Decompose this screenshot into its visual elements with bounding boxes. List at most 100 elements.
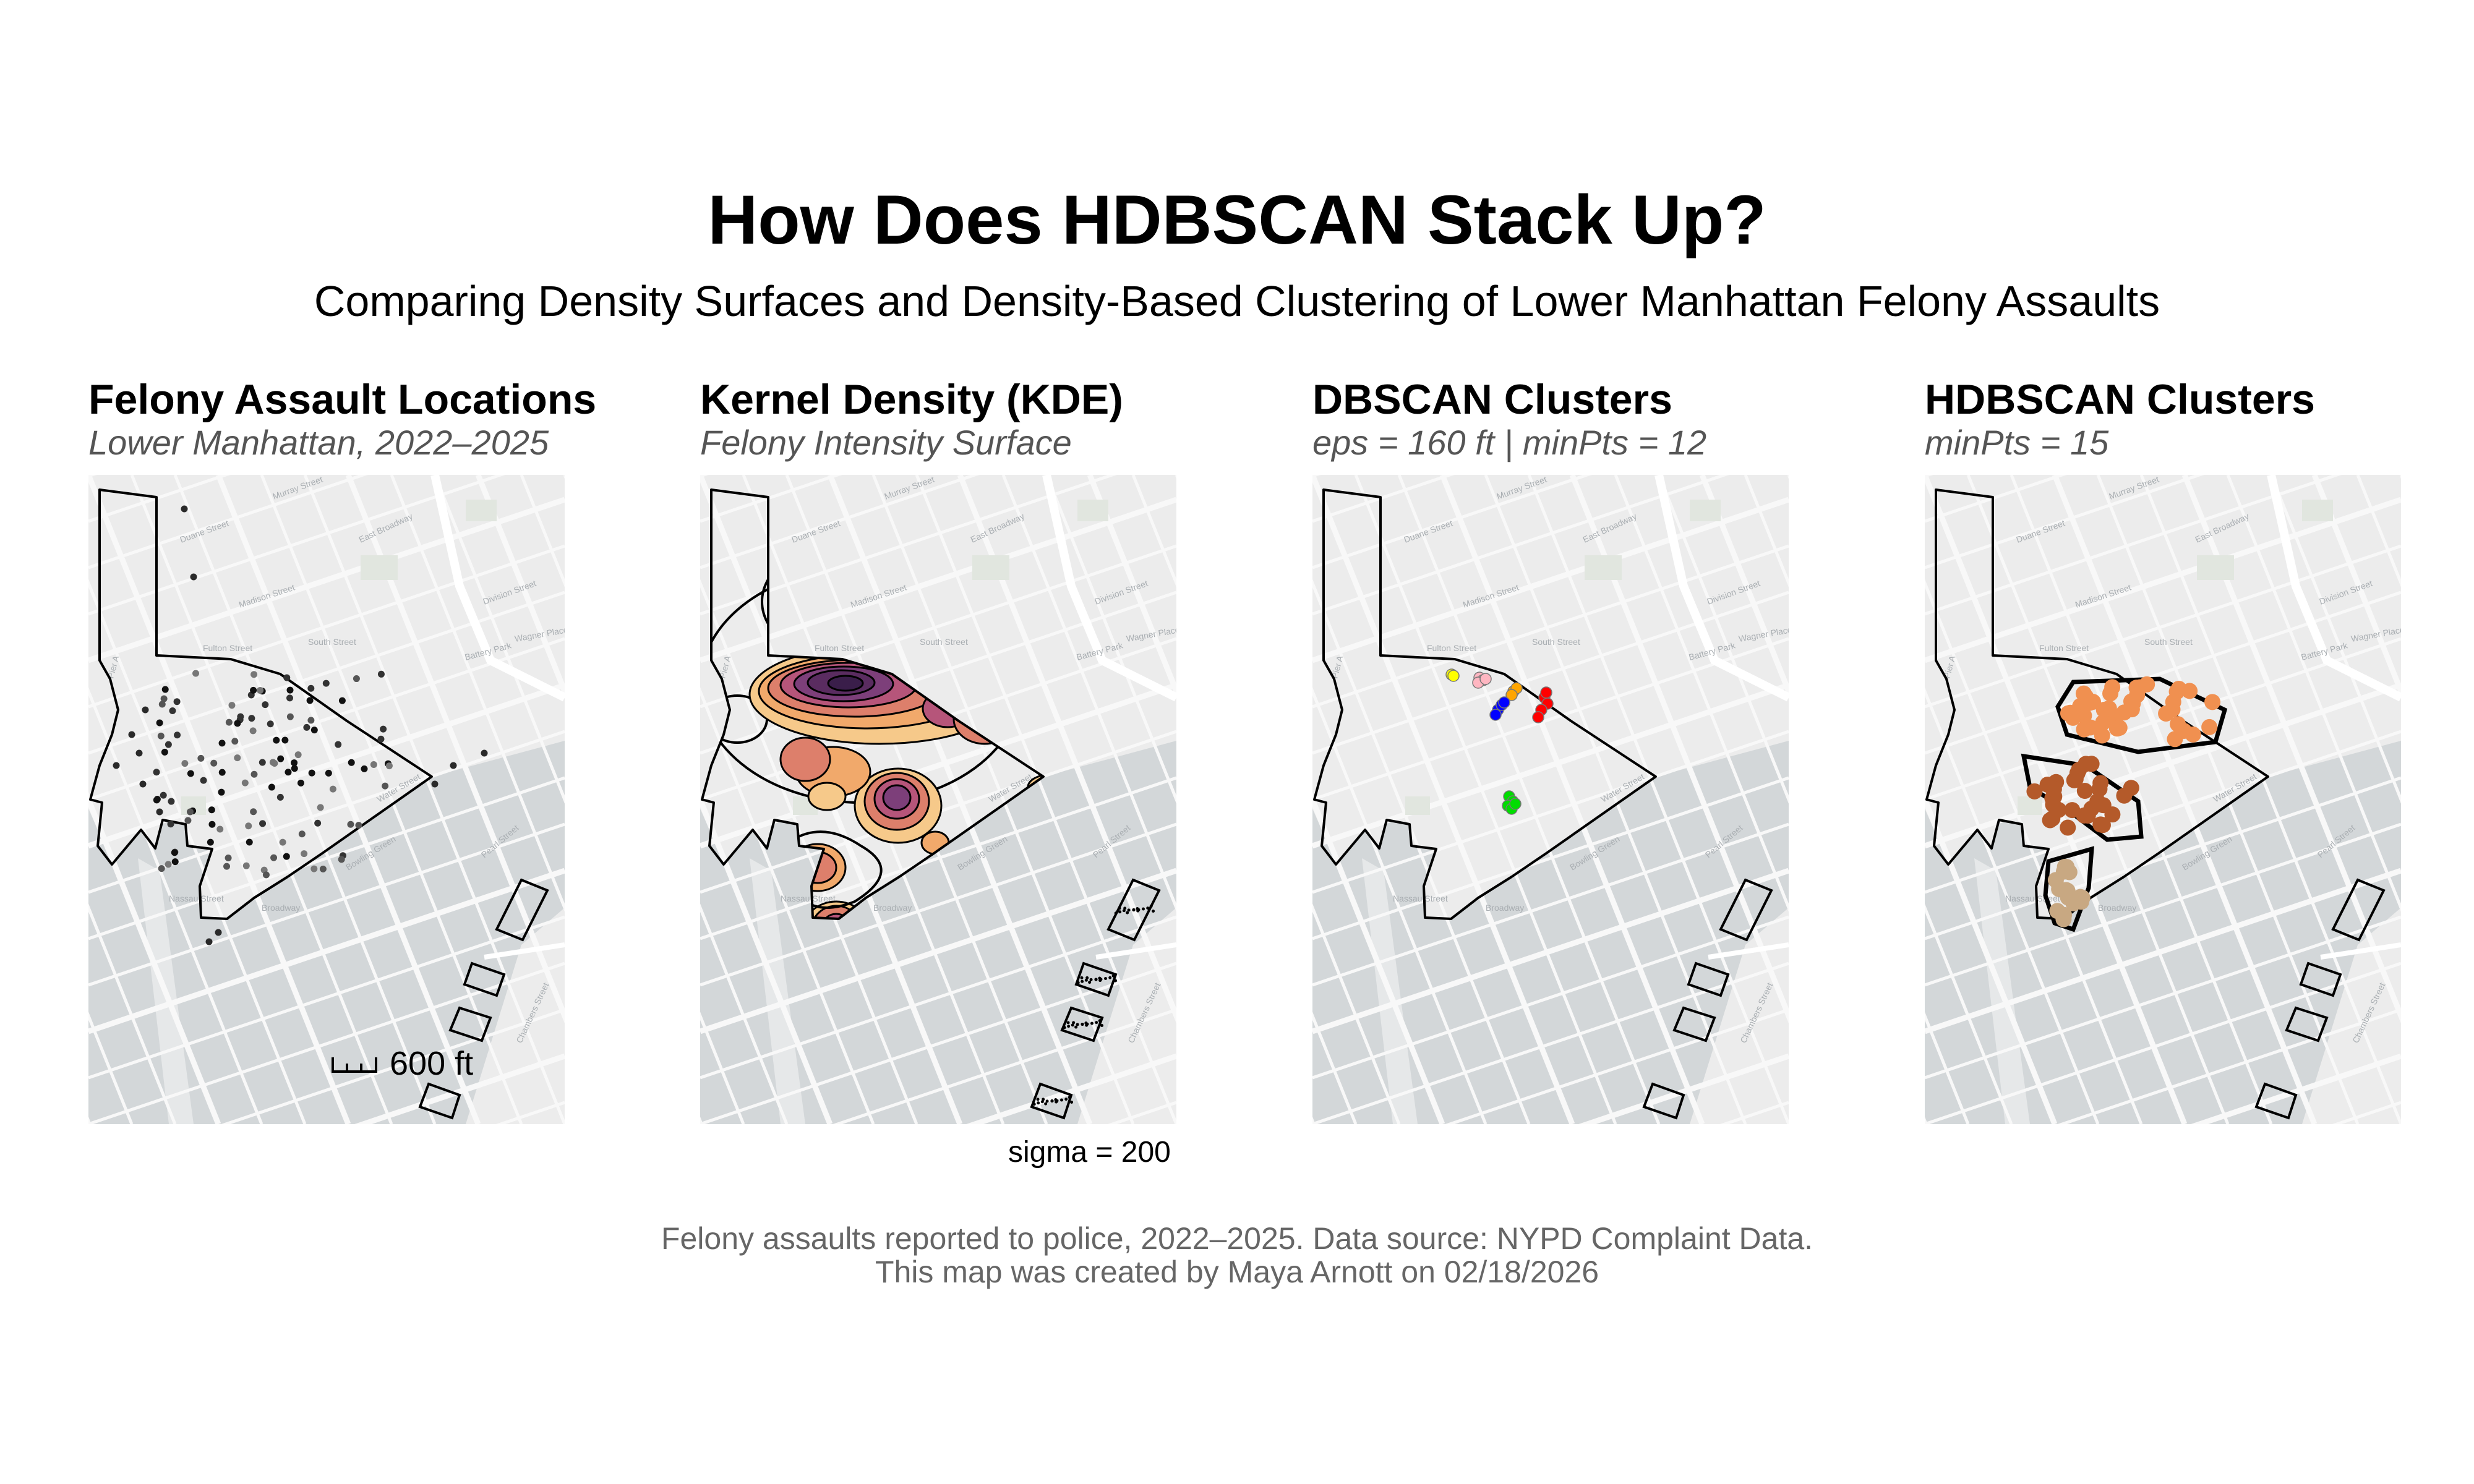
assault-point bbox=[113, 762, 120, 769]
assault-point bbox=[273, 736, 280, 744]
assault-point bbox=[215, 929, 222, 936]
assault-point bbox=[281, 736, 289, 744]
assault-point bbox=[279, 838, 286, 846]
street-label: South Street bbox=[2144, 637, 2193, 647]
assault-point bbox=[246, 838, 253, 846]
hdbscan-point bbox=[2129, 687, 2146, 704]
assault-point bbox=[181, 760, 189, 767]
assault-point bbox=[156, 808, 163, 816]
hdbscan-point bbox=[2181, 683, 2198, 699]
street-label: Nassau Street bbox=[2005, 893, 2060, 903]
dbscan-point bbox=[1505, 689, 1518, 701]
hdbscan-point bbox=[2095, 714, 2112, 731]
hdbscan-point bbox=[2094, 817, 2111, 834]
assault-point bbox=[207, 838, 214, 846]
assault-point bbox=[431, 780, 439, 788]
assault-point bbox=[210, 759, 218, 767]
assault-point bbox=[234, 720, 241, 727]
hdbscan-point bbox=[2082, 719, 2099, 736]
assault-point bbox=[165, 741, 172, 748]
assault-point bbox=[158, 701, 166, 708]
assault-point bbox=[314, 819, 322, 827]
assault-point bbox=[319, 865, 327, 872]
assault-point bbox=[174, 731, 181, 739]
assault-point bbox=[450, 762, 457, 769]
assault-point bbox=[223, 863, 231, 870]
panel-subtitle-hdbscan: minPts = 15 bbox=[1925, 423, 2109, 462]
assault-point bbox=[160, 791, 167, 799]
hdbscan-point bbox=[2165, 694, 2181, 710]
hdbscan-point bbox=[2065, 895, 2082, 911]
street-label: Fulton Street bbox=[815, 643, 864, 653]
hdbscan-point bbox=[2045, 796, 2061, 813]
assault-point bbox=[377, 735, 385, 743]
assault-point bbox=[271, 760, 278, 767]
assault-point bbox=[156, 719, 163, 727]
assault-point bbox=[329, 785, 336, 793]
dbscan-clusters bbox=[1445, 668, 1554, 815]
assault-point bbox=[228, 702, 236, 709]
dbscan-point bbox=[1447, 670, 1460, 682]
panel-title-kde: Kernel Density (KDE) bbox=[700, 376, 1123, 423]
street-label: Nassau Street bbox=[169, 893, 224, 903]
assault-point bbox=[301, 850, 308, 858]
street-label: South Street bbox=[1532, 637, 1580, 647]
street-label: Fulton Street bbox=[1427, 643, 1476, 653]
hdbscan-point bbox=[2104, 806, 2121, 823]
assault-point bbox=[370, 761, 377, 768]
assault-point bbox=[297, 779, 304, 787]
dbscan-point bbox=[1532, 711, 1544, 723]
panel-title-locations: Felony Assault Locations bbox=[88, 376, 597, 423]
street-label: Broadway bbox=[262, 903, 300, 913]
assault-point bbox=[168, 798, 175, 805]
assault-point bbox=[250, 808, 257, 816]
assault-point bbox=[165, 861, 172, 868]
map-dbscan: Murray Street Duane Street Madison Street E… bbox=[1312, 475, 1789, 1124]
assault-point bbox=[157, 732, 165, 740]
assault-point bbox=[348, 759, 355, 766]
figure-title: How Does HDBSCAN Stack Up? bbox=[708, 181, 1766, 258]
scale-label: 600 ft bbox=[390, 1045, 473, 1082]
hdbscan-point bbox=[2059, 882, 2076, 899]
assault-point bbox=[361, 765, 368, 772]
assault-point bbox=[135, 749, 143, 757]
street-label: Broadway bbox=[2098, 903, 2136, 913]
assault-point bbox=[306, 697, 314, 704]
panel-subtitle-locations: Lower Manhattan, 2022–2025 bbox=[88, 423, 549, 462]
assault-point bbox=[169, 707, 176, 714]
assault-point bbox=[186, 808, 194, 816]
assault-point bbox=[190, 573, 197, 581]
assault-point bbox=[307, 717, 315, 724]
assault-point bbox=[257, 686, 264, 694]
assault-point bbox=[325, 769, 332, 777]
assault-point bbox=[277, 755, 285, 762]
assault-point bbox=[283, 853, 290, 860]
assault-point bbox=[286, 713, 294, 720]
assault-point bbox=[200, 777, 207, 784]
assault-point bbox=[307, 684, 315, 692]
assault-point bbox=[291, 765, 298, 772]
assault-point bbox=[208, 806, 215, 814]
assault-point bbox=[335, 741, 342, 748]
assault-point bbox=[242, 862, 250, 869]
assault-point bbox=[276, 793, 284, 801]
assault-point bbox=[377, 670, 385, 678]
dbscan-point bbox=[1509, 798, 1522, 810]
assault-point bbox=[158, 865, 165, 872]
hdbscan-point bbox=[2167, 731, 2183, 748]
assault-point bbox=[249, 727, 257, 735]
hdbscan-point bbox=[2100, 700, 2117, 717]
hdbscan-point bbox=[2111, 719, 2128, 736]
assault-point bbox=[248, 715, 255, 722]
assault-point bbox=[338, 856, 345, 863]
assault-point bbox=[218, 740, 226, 747]
assault-point bbox=[286, 686, 294, 694]
hdbscan-clusters bbox=[2026, 676, 2221, 927]
assault-point bbox=[285, 769, 292, 776]
dbscan-point bbox=[1498, 696, 1510, 709]
caption-source: Felony assaults reported to police, 2022… bbox=[661, 1221, 1813, 1256]
hdbscan-point bbox=[2060, 819, 2076, 836]
